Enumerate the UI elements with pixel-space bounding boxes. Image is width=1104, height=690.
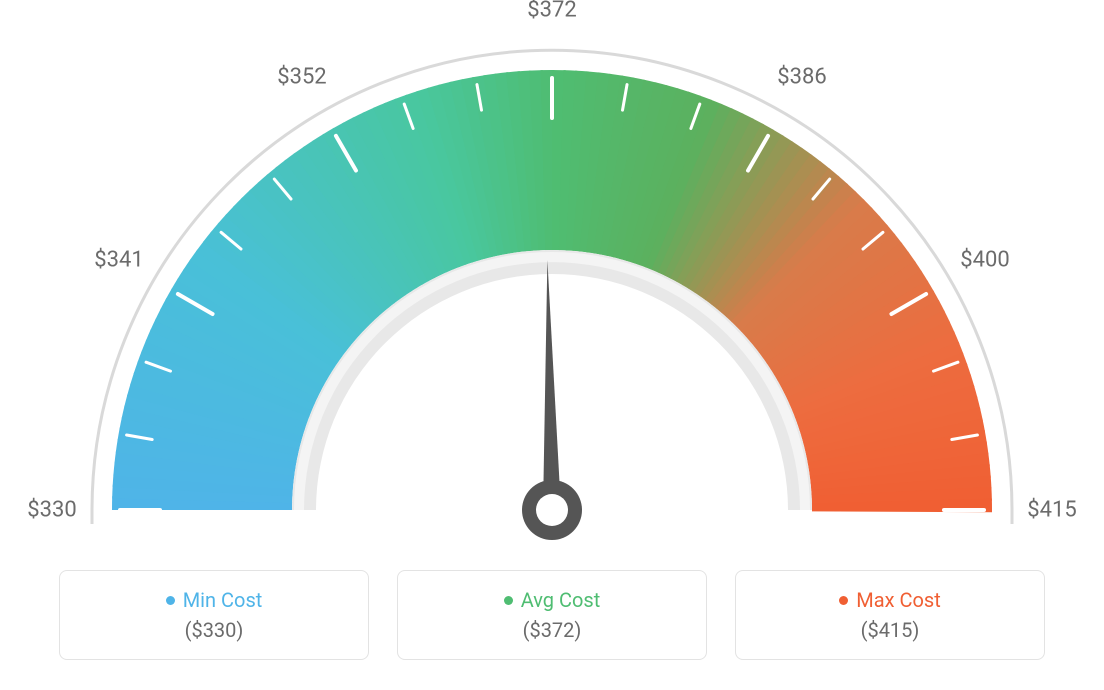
gauge-tick-label: $386 [777,65,826,90]
legend-card-max: Max Cost ($415) [735,570,1045,660]
gauge-tick-label: $372 [527,0,576,23]
legend-value-avg: ($372) [523,618,582,642]
gauge-chart: $330 $341 $352 $372 $386 $400 $415 [0,0,1104,560]
legend-row: Min Cost ($330) Avg Cost ($372) Max Cost… [59,570,1045,660]
legend-value-min: ($330) [185,618,244,642]
legend-label-avg: Avg Cost [504,588,601,612]
gauge-svg [0,0,1104,560]
legend-label-text-avg: Avg Cost [521,588,601,612]
legend-dot-min [166,596,175,605]
gauge-tick-label: $415 [1027,498,1076,523]
legend-dot-max [839,596,848,605]
gauge-tick-label: $341 [94,247,143,272]
legend-label-min: Min Cost [166,588,263,612]
legend-label-text-min: Min Cost [183,588,263,612]
legend-value-max: ($415) [861,618,920,642]
legend-label-text-max: Max Cost [856,588,941,612]
legend-card-min: Min Cost ($330) [59,570,369,660]
legend-card-avg: Avg Cost ($372) [397,570,707,660]
gauge-tick-label: $330 [27,498,76,523]
legend-dot-avg [504,596,513,605]
gauge-tick-label: $400 [960,247,1009,272]
legend-label-max: Max Cost [839,588,941,612]
gauge-tick-label: $352 [277,65,326,90]
